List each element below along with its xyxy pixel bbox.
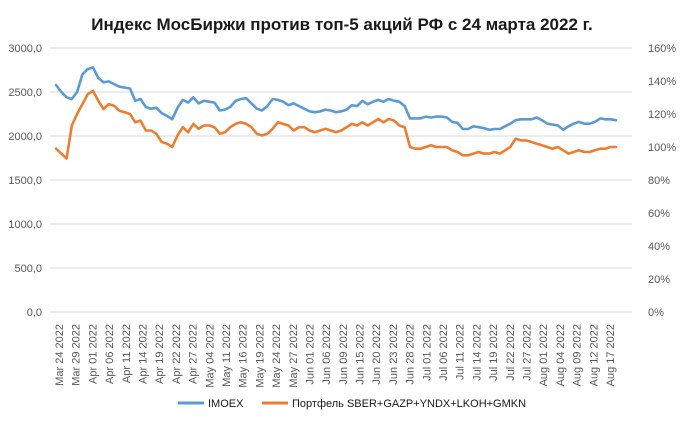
x-tick-label: Jul 19 2022 xyxy=(488,324,500,381)
x-tick-label: Apr 11 2022 xyxy=(121,324,133,383)
legend-label: IMOEX xyxy=(208,398,244,410)
y-right-tick-label: 40% xyxy=(648,241,670,253)
series-line-2 xyxy=(54,89,618,160)
x-tick-label: Mar 24 2022 xyxy=(54,324,66,386)
x-tick-label: Aug 17 2022 xyxy=(605,324,617,386)
y-left-tick-label: 500,0 xyxy=(14,263,42,275)
y-axis-left: 0,0 500,0 1000,0 1500,0 2000,0 2500,0 3000,0 xyxy=(8,43,42,319)
x-tick-label: May 19 2022 xyxy=(254,324,266,388)
x-tick-label: Jul 14 2022 xyxy=(471,324,483,381)
x-tick-label: Jul 06 2022 xyxy=(438,324,450,381)
y-left-tick-label: 0,0 xyxy=(27,307,42,319)
x-tick-label: Mar 29 2022 xyxy=(71,324,83,386)
series-line-1 xyxy=(54,66,618,132)
x-tick-label: Aug 04 2022 xyxy=(555,324,567,386)
x-tick-label: Aug 09 2022 xyxy=(572,324,584,386)
y-axis-right: 0% 20% 40% 60% 80% 100% 120% 140% 160% xyxy=(648,43,676,319)
x-tick-label: Apr 06 2022 xyxy=(104,324,116,384)
legend-label: Портфель SBER+GAZP+YNDX+LKOH+GMKN xyxy=(292,398,526,410)
x-tick-label: Jun 28 2022 xyxy=(405,324,417,385)
y-right-tick-label: 60% xyxy=(648,208,670,220)
x-tick-label: Jun 06 2022 xyxy=(321,324,333,385)
x-tick-label: Aug 01 2022 xyxy=(538,324,550,386)
x-tick-label: Jul 22 2022 xyxy=(505,324,517,381)
y-left-tick-label: 3000,0 xyxy=(8,43,42,55)
x-tick-label: Jun 09 2022 xyxy=(338,324,350,385)
x-tick-label: Aug 12 2022 xyxy=(588,324,600,386)
y-left-tick-label: 1500,0 xyxy=(8,175,42,187)
x-tick-label: Apr 27 2022 xyxy=(188,324,200,384)
y-right-tick-label: 100% xyxy=(648,142,676,154)
x-tick-label: Apr 22 2022 xyxy=(171,324,183,384)
y-right-tick-label: 120% xyxy=(648,109,676,121)
y-left-tick-label: 2000,0 xyxy=(8,131,42,143)
y-right-tick-label: 140% xyxy=(648,76,676,88)
x-tick-label: May 24 2022 xyxy=(271,324,283,388)
series-layer xyxy=(54,66,618,160)
y-left-tick-label: 2500,0 xyxy=(8,87,42,99)
y-right-tick-label: 160% xyxy=(648,43,676,55)
x-tick-label: Jun 23 2022 xyxy=(388,324,400,385)
x-axis: Mar 24 2022 Mar 29 2022 Apr 01 2022 Apr 06 … xyxy=(50,311,632,388)
legend: IMOEX Портфель SBER+GAZP+YNDX+LKOH+GMKN xyxy=(178,398,526,410)
x-tick-label: Jun 01 2022 xyxy=(304,324,316,385)
y-right-tick-label: 0% xyxy=(648,307,664,319)
y-right-tick-label: 20% xyxy=(648,274,670,286)
x-tick-label: Jul 01 2022 xyxy=(421,324,433,381)
x-tick-label: Jun 20 2022 xyxy=(371,324,383,385)
x-tick-label: May 16 2022 xyxy=(238,324,250,388)
x-tick-label: Jun 15 2022 xyxy=(355,324,367,385)
y-left-tick-label: 1000,0 xyxy=(8,219,42,231)
x-tick-label: Apr 19 2022 xyxy=(154,324,166,384)
chart-title: Индекс МосБиржи против топ-5 акций РФ с … xyxy=(91,15,593,34)
y-right-tick-label: 80% xyxy=(648,175,670,187)
x-tick-label: Jul 27 2022 xyxy=(522,324,534,381)
x-tick-label: Jul 11 2022 xyxy=(455,324,467,380)
x-tick-label: May 11 2022 xyxy=(221,324,233,387)
x-tick-label: Apr 01 2022 xyxy=(87,324,99,384)
x-tick-label: May 27 2022 xyxy=(288,324,300,388)
x-tick-label: May 04 2022 xyxy=(204,324,216,388)
x-tick-label: Apr 14 2022 xyxy=(137,324,149,384)
